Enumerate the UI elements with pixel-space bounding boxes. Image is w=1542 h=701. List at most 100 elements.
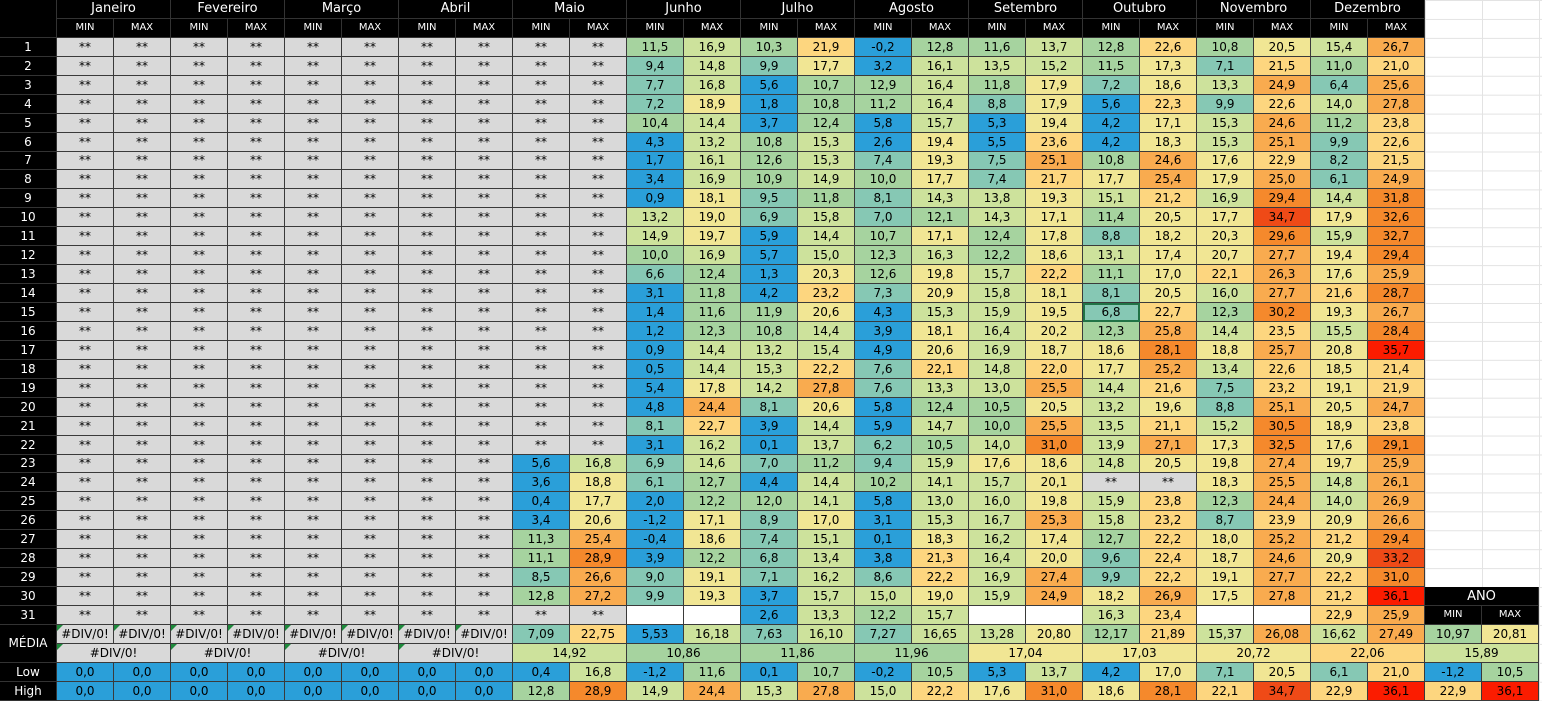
cell[interactable]: 17,6 [1311, 265, 1368, 285]
cell[interactable]: 15,3 [912, 303, 969, 322]
cell[interactable]: 22,9 [1254, 151, 1311, 171]
cell[interactable]: 4,3 [855, 303, 912, 322]
cell[interactable]: 0,0 [399, 662, 456, 682]
cell[interactable]: 8,7 [1197, 511, 1254, 531]
cell[interactable]: 22,6 [1368, 132, 1425, 152]
cell[interactable]: ** [570, 416, 627, 436]
cell[interactable]: 20,80 [1026, 624, 1083, 644]
cell[interactable]: ** [399, 75, 456, 95]
cell[interactable]: 23,6 [1026, 132, 1083, 152]
cell[interactable]: ** [114, 56, 171, 76]
cell[interactable]: 16,9 [969, 568, 1026, 588]
cell[interactable]: 16,4 [912, 94, 969, 114]
cell[interactable]: 18,7 [1197, 549, 1254, 569]
cell[interactable]: 15,7 [798, 587, 855, 606]
cell[interactable]: 15,9 [969, 303, 1026, 322]
cell[interactable]: ** [456, 37, 513, 57]
cell[interactable]: ** [570, 94, 627, 114]
cell[interactable]: 14,8 [1083, 454, 1140, 474]
cell[interactable]: ** [399, 435, 456, 455]
cell[interactable]: 7,1 [741, 568, 798, 588]
cell[interactable]: 20,5 [1311, 397, 1368, 417]
cell[interactable]: 27,4 [1254, 454, 1311, 474]
cell[interactable]: ** [399, 511, 456, 531]
cell[interactable]: ** [228, 606, 285, 625]
cell[interactable]: 25,9 [1368, 265, 1425, 285]
cell[interactable]: ** [285, 75, 342, 95]
cell[interactable]: 0,0 [456, 662, 513, 682]
cell[interactable]: #DIV/0! [57, 624, 114, 644]
cell[interactable]: 3,4 [513, 511, 570, 531]
cell[interactable]: ** [114, 265, 171, 285]
cell[interactable]: 6,8 [741, 549, 798, 569]
cell[interactable]: 27,7 [1254, 284, 1311, 303]
cell[interactable]: 9,5 [741, 189, 798, 209]
cell[interactable]: ** [228, 530, 285, 550]
cell[interactable]: 12,6 [741, 151, 798, 171]
cell[interactable]: 21,6 [1311, 284, 1368, 303]
cell[interactable]: ** [513, 321, 570, 341]
cell[interactable]: ** [456, 416, 513, 436]
cell[interactable]: 20,81 [1482, 624, 1539, 644]
cell[interactable]: ** [456, 265, 513, 285]
cell[interactable]: ** [228, 587, 285, 606]
cell[interactable]: ** [228, 511, 285, 531]
cell[interactable]: ** [399, 492, 456, 512]
cell[interactable]: ** [114, 606, 171, 625]
cell[interactable]: ** [228, 94, 285, 114]
cell[interactable]: 10,9 [741, 170, 798, 190]
cell[interactable]: ** [57, 170, 114, 190]
cell[interactable]: ** [513, 435, 570, 455]
cell[interactable]: ** [228, 113, 285, 133]
cell[interactable]: 16,18 [684, 624, 741, 644]
cell[interactable]: 19,3 [1026, 189, 1083, 209]
cell[interactable]: 9,4 [855, 454, 912, 474]
cell[interactable]: ** [513, 75, 570, 95]
cell[interactable]: 22,2 [1026, 265, 1083, 285]
cell[interactable]: #DIV/0! [114, 624, 171, 644]
cell[interactable]: ** [285, 492, 342, 512]
cell[interactable]: ** [342, 151, 399, 171]
cell[interactable]: ** [114, 492, 171, 512]
cell[interactable]: 22,9 [1311, 606, 1368, 625]
cell[interactable]: ** [57, 568, 114, 588]
cell[interactable]: 26,9 [1140, 587, 1197, 606]
cell[interactable]: 12,8 [513, 681, 570, 701]
cell[interactable]: ** [285, 113, 342, 133]
cell[interactable]: 10,5 [969, 397, 1026, 417]
cell[interactable]: 20,3 [1197, 227, 1254, 247]
cell[interactable]: 13,3 [912, 378, 969, 398]
cell[interactable]: ** [342, 435, 399, 455]
cell[interactable]: ** [114, 113, 171, 133]
cell[interactable]: 13,2 [684, 132, 741, 152]
cell[interactable]: 16,0 [969, 492, 1026, 512]
cell[interactable]: 20,5 [1140, 454, 1197, 474]
cell[interactable]: 16,0 [1197, 284, 1254, 303]
cell[interactable]: 21,5 [1368, 151, 1425, 171]
cell[interactable]: 15,0 [855, 681, 912, 701]
cell[interactable]: 4,2 [741, 284, 798, 303]
cell[interactable]: ** [570, 132, 627, 152]
cell[interactable]: 16,10 [798, 624, 855, 644]
cell[interactable]: ** [399, 132, 456, 152]
cell[interactable]: ** [456, 549, 513, 569]
cell[interactable]: ** [228, 246, 285, 266]
cell[interactable]: 21,2 [1140, 189, 1197, 209]
cell[interactable]: 13,28 [969, 624, 1026, 644]
cell[interactable]: 0,1 [855, 530, 912, 550]
cell[interactable]: 19,7 [1311, 454, 1368, 474]
cell[interactable]: 9,9 [1197, 94, 1254, 114]
cell[interactable]: 17,5 [1197, 587, 1254, 606]
cell[interactable]: ** [570, 435, 627, 455]
cell[interactable]: 5,7 [741, 246, 798, 266]
cell[interactable]: ** [228, 397, 285, 417]
cell[interactable]: 24,4 [684, 681, 741, 701]
cell[interactable]: 12,4 [798, 113, 855, 133]
cell[interactable]: 15,3 [912, 511, 969, 531]
cell[interactable]: 20,5 [1140, 284, 1197, 303]
cell[interactable]: 14,0 [1311, 492, 1368, 512]
cell[interactable]: ** [57, 94, 114, 114]
cell[interactable]: 11,96 [855, 643, 969, 663]
cell[interactable]: ** [57, 587, 114, 606]
cell[interactable]: 16,9 [684, 170, 741, 190]
